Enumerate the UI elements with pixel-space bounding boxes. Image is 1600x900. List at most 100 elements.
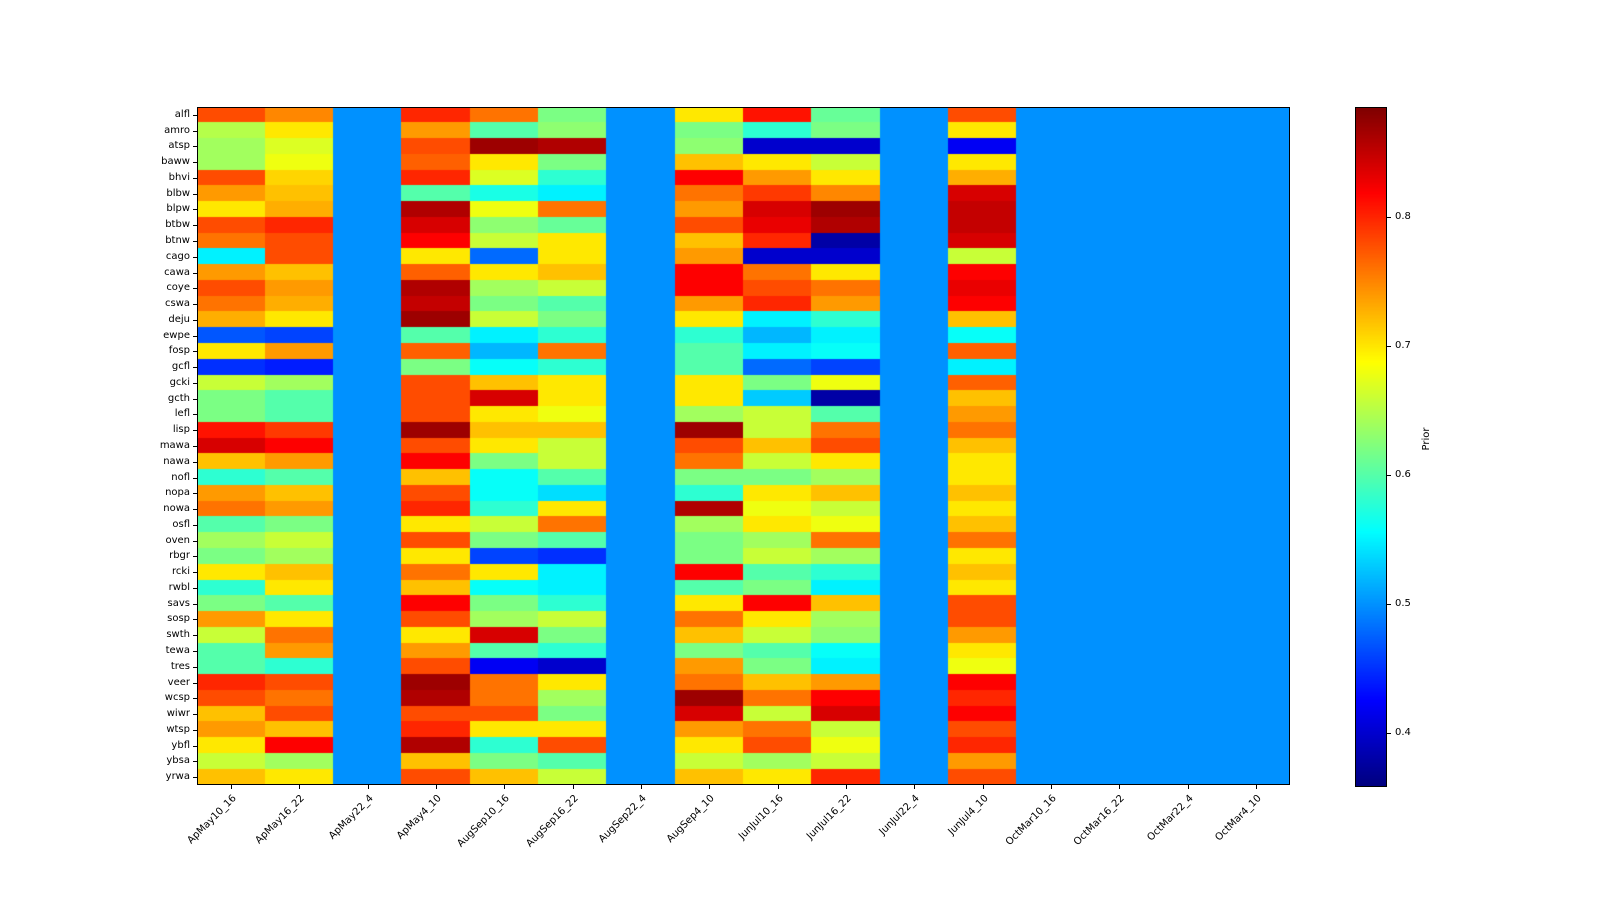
y-tick-mark: [193, 572, 197, 573]
x-tick-mark: [436, 785, 437, 789]
x-tick-mark: [231, 785, 232, 789]
y-tick-label: rwbl: [168, 581, 190, 593]
y-tick-label: ewpe: [163, 329, 190, 341]
y-tick-mark: [193, 746, 197, 747]
y-tick-mark: [193, 241, 197, 242]
colorbar-tick-label: 0.6: [1395, 469, 1411, 481]
y-tick-mark: [193, 604, 197, 605]
x-tick-mark: [504, 785, 505, 789]
y-tick-mark: [193, 462, 197, 463]
y-tick-mark: [193, 414, 197, 415]
y-tick-mark: [193, 257, 197, 258]
y-tick-label: yrwa: [165, 771, 190, 783]
x-tick-mark: [299, 785, 300, 789]
y-tick-label: nowa: [163, 503, 190, 515]
y-tick-label: nopa: [165, 487, 190, 499]
y-tick-mark: [193, 698, 197, 699]
y-tick-label: baww: [161, 156, 190, 168]
y-tick-label: rcki: [172, 566, 190, 578]
y-tick-mark: [193, 683, 197, 684]
x-tick-mark: [846, 785, 847, 789]
y-tick-mark: [193, 478, 197, 479]
y-tick-label: btnw: [165, 235, 190, 247]
y-tick-label: wtsp: [166, 723, 190, 735]
heatmap-canvas: [197, 107, 1290, 785]
y-tick-mark: [193, 131, 197, 132]
y-tick-label: deju: [168, 313, 190, 325]
y-tick-mark: [193, 367, 197, 368]
y-tick-label: osfl: [172, 518, 190, 530]
y-tick-label: ybsa: [166, 755, 190, 767]
x-tick-mark: [778, 785, 779, 789]
y-tick-label: atsp: [168, 140, 190, 152]
colorbar-canvas: [1355, 107, 1387, 787]
colorbar-tick-mark: [1387, 217, 1391, 218]
y-tick-mark: [193, 320, 197, 321]
y-tick-mark: [193, 146, 197, 147]
y-tick-label: ybfl: [171, 739, 190, 751]
y-tick-label: nawa: [163, 455, 190, 467]
y-tick-label: fosp: [168, 345, 190, 357]
y-tick-mark: [193, 619, 197, 620]
y-tick-label: rbgr: [169, 550, 190, 562]
x-tick-mark: [709, 785, 710, 789]
y-tick-mark: [193, 399, 197, 400]
y-tick-mark: [193, 430, 197, 431]
colorbar-tick-mark: [1387, 733, 1391, 734]
y-tick-label: oven: [165, 534, 190, 546]
x-tick-mark: [641, 785, 642, 789]
y-tick-label: tewa: [165, 644, 190, 656]
colorbar-tick-label: 0.4: [1395, 727, 1411, 739]
x-tick-mark: [1188, 785, 1189, 789]
y-tick-mark: [193, 336, 197, 337]
y-tick-label: lefl: [174, 408, 190, 420]
y-tick-label: wiwr: [166, 708, 190, 720]
x-tick-mark: [368, 785, 369, 789]
y-tick-mark: [193, 351, 197, 352]
y-tick-label: blpw: [166, 203, 190, 215]
y-tick-label: veer: [167, 676, 190, 688]
y-tick-label: mawa: [159, 440, 190, 451]
y-tick-label: lisp: [172, 424, 190, 436]
colorbar-tick-label: 0.7: [1395, 339, 1411, 351]
y-tick-mark: [193, 304, 197, 305]
colorbar-axis-label: Prior: [1421, 427, 1432, 451]
y-tick-mark: [193, 273, 197, 274]
y-tick-label: savs: [167, 597, 190, 609]
y-tick-mark: [193, 714, 197, 715]
y-tick-mark: [193, 178, 197, 179]
y-tick-mark: [193, 667, 197, 668]
y-tick-mark: [193, 446, 197, 447]
x-tick-mark: [1119, 785, 1120, 789]
y-tick-label: alfl: [174, 108, 190, 120]
y-tick-mark: [193, 493, 197, 494]
y-tick-label: swth: [166, 629, 190, 641]
y-tick-mark: [193, 541, 197, 542]
y-tick-mark: [193, 115, 197, 116]
y-tick-label: btbw: [165, 219, 190, 231]
x-tick-mark: [1051, 785, 1052, 789]
colorbar-tick-mark: [1387, 346, 1391, 347]
x-tick-mark: [1256, 785, 1257, 789]
colorbar-tick-label: 0.8: [1395, 210, 1411, 222]
y-tick-label: gcfl: [171, 361, 190, 373]
y-tick-label: blbw: [166, 187, 190, 199]
y-tick-label: sosp: [167, 613, 190, 625]
y-tick-mark: [193, 761, 197, 762]
y-tick-mark: [193, 288, 197, 289]
y-tick-label: tres: [170, 660, 190, 672]
y-tick-label: cswa: [164, 298, 190, 310]
y-tick-label: cago: [165, 250, 190, 262]
y-tick-mark: [193, 509, 197, 510]
y-tick-mark: [193, 651, 197, 652]
y-tick-mark: [193, 225, 197, 226]
y-tick-mark: [193, 525, 197, 526]
y-tick-mark: [193, 635, 197, 636]
y-tick-label: coye: [166, 282, 190, 294]
colorbar-tick-mark: [1387, 604, 1391, 605]
y-tick-mark: [193, 556, 197, 557]
y-tick-mark: [193, 383, 197, 384]
x-tick-mark: [983, 785, 984, 789]
y-tick-label: bhvi: [168, 171, 190, 183]
